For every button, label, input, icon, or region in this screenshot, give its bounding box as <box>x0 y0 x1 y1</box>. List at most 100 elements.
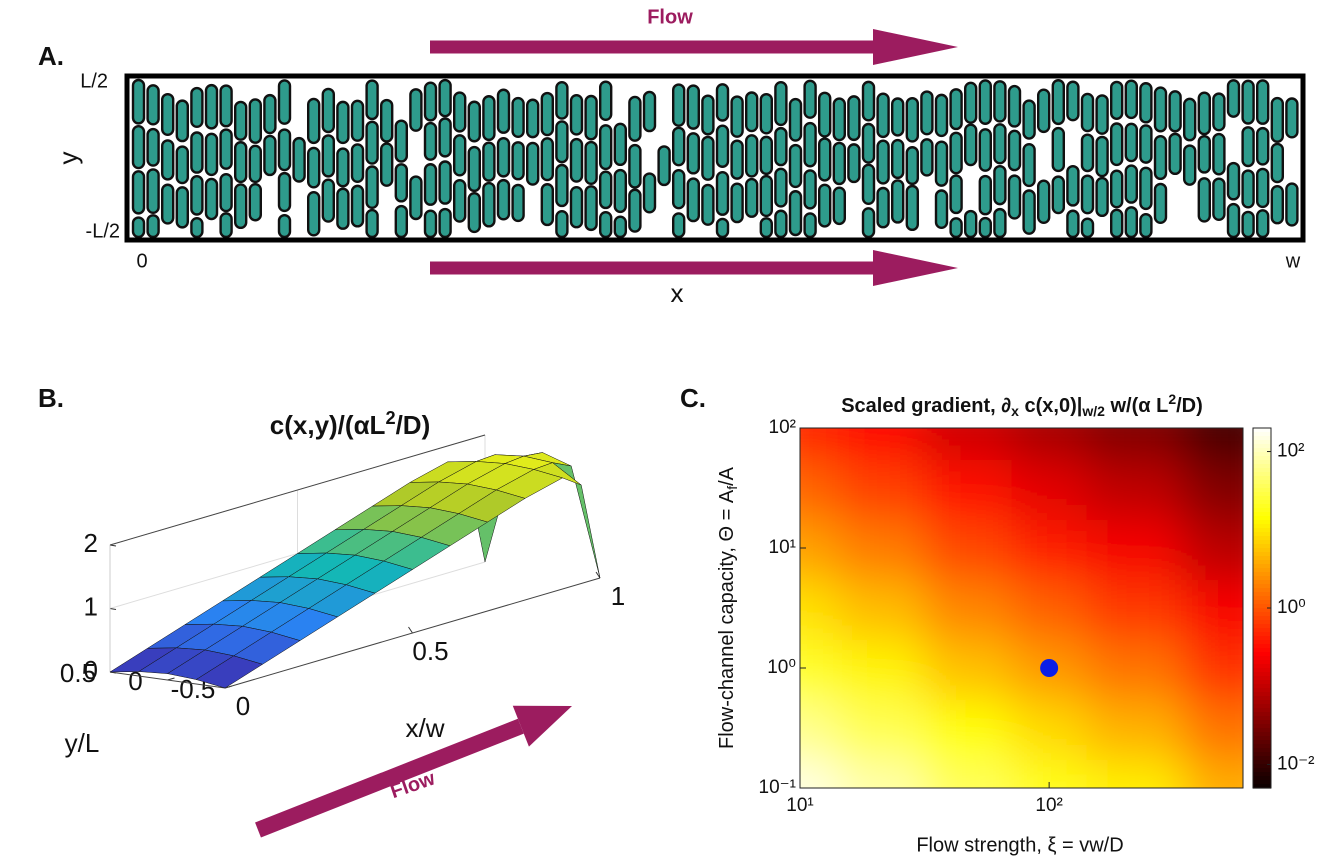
colorbar-swatch <box>1253 556 1271 561</box>
cell <box>146 84 160 126</box>
y-tick-label: 0.5 <box>60 658 96 688</box>
cell <box>146 168 160 214</box>
cell <box>453 134 467 177</box>
heatmap-cell <box>1183 579 1243 640</box>
colorbar-swatch <box>1253 480 1271 485</box>
cell <box>715 83 730 122</box>
cell <box>175 186 190 229</box>
cell <box>1066 80 1080 122</box>
cell <box>394 163 408 203</box>
heatmap-cell <box>837 428 926 460</box>
heatmap-cell <box>837 519 926 580</box>
cell <box>423 121 438 161</box>
heatmap-cell <box>1086 519 1185 580</box>
cell <box>613 215 627 239</box>
cell <box>599 210 613 239</box>
cell <box>1139 82 1153 124</box>
cell <box>861 163 876 205</box>
axis-line <box>109 434 486 546</box>
cell <box>160 183 175 225</box>
colorbar-swatch <box>1253 560 1271 565</box>
cell <box>365 165 379 209</box>
tick-mark <box>109 608 117 610</box>
colorbar-swatch <box>1253 468 1271 473</box>
heatmap-cell <box>924 639 1013 700</box>
cell <box>380 142 394 187</box>
cell <box>1212 132 1226 176</box>
cell <box>219 84 233 128</box>
cell <box>160 139 175 181</box>
colorbar-swatch <box>1253 544 1271 549</box>
heatmap-cell <box>1086 459 1185 520</box>
text-part: w/(α L <box>1105 395 1168 417</box>
cell <box>1124 79 1139 120</box>
cell <box>1124 122 1139 163</box>
cell <box>1051 175 1066 215</box>
colorbar-swatch <box>1253 488 1271 493</box>
colorbar-swatch <box>1253 768 1271 773</box>
colorbar-swatch <box>1253 784 1271 789</box>
cell <box>949 88 963 131</box>
heatmap-cell <box>837 759 926 788</box>
cell <box>380 98 394 143</box>
cell <box>1095 135 1109 178</box>
cell <box>307 97 321 145</box>
cell <box>482 95 496 142</box>
cell <box>555 120 569 164</box>
cell <box>1270 185 1285 225</box>
heatmap-cell <box>1011 519 1088 580</box>
colorbar-swatch <box>1253 676 1271 681</box>
cell <box>920 138 934 177</box>
colorbar-swatch <box>1253 720 1271 725</box>
colorbar-swatch <box>1253 708 1271 713</box>
cell <box>759 217 773 239</box>
cell <box>993 164 1007 206</box>
cell <box>248 183 263 222</box>
y-tick-label: 10⁰ <box>767 657 796 678</box>
cell <box>1066 209 1080 239</box>
cell <box>774 126 788 167</box>
heatmap-cell <box>924 519 1013 580</box>
cell <box>190 216 204 239</box>
x-end-label: w <box>1285 250 1301 272</box>
cell <box>993 80 1007 123</box>
cell <box>1022 143 1036 188</box>
cell <box>672 83 686 127</box>
cell <box>350 184 365 228</box>
cell <box>204 177 219 221</box>
x-axis-label: Flow strength, ξ = vw/D <box>916 834 1123 856</box>
cell <box>321 134 335 178</box>
colorbar-swatch <box>1253 712 1271 717</box>
cell <box>1168 90 1182 133</box>
cell <box>438 117 452 158</box>
cell <box>818 137 832 182</box>
cell <box>160 92 175 136</box>
cell <box>175 145 190 185</box>
cell <box>496 137 511 178</box>
cell <box>1255 167 1270 209</box>
cell <box>1095 176 1109 218</box>
cell <box>1270 96 1285 143</box>
colorbar-tick-label: 10⁰ <box>1277 597 1306 618</box>
cell <box>511 141 525 181</box>
cell <box>818 183 832 228</box>
cell <box>438 78 452 118</box>
colorbar-swatch <box>1253 732 1271 737</box>
colorbar-swatch <box>1253 764 1271 769</box>
cell <box>788 97 803 142</box>
cell <box>657 145 671 187</box>
colorbar-swatch <box>1253 436 1271 441</box>
cell <box>686 177 700 223</box>
cell <box>453 91 467 133</box>
colorbar-tick-label: 10² <box>1277 441 1304 462</box>
cell <box>482 181 496 228</box>
y-tick-label: 0 <box>128 666 142 696</box>
colorbar-swatch <box>1253 644 1271 649</box>
cell <box>1139 212 1153 239</box>
colorbar-swatch <box>1253 536 1271 541</box>
heatmap-cell <box>800 699 838 760</box>
cell <box>277 171 292 213</box>
cell <box>730 139 744 180</box>
surface-patch <box>195 655 264 689</box>
colorbar-swatch <box>1253 772 1271 777</box>
